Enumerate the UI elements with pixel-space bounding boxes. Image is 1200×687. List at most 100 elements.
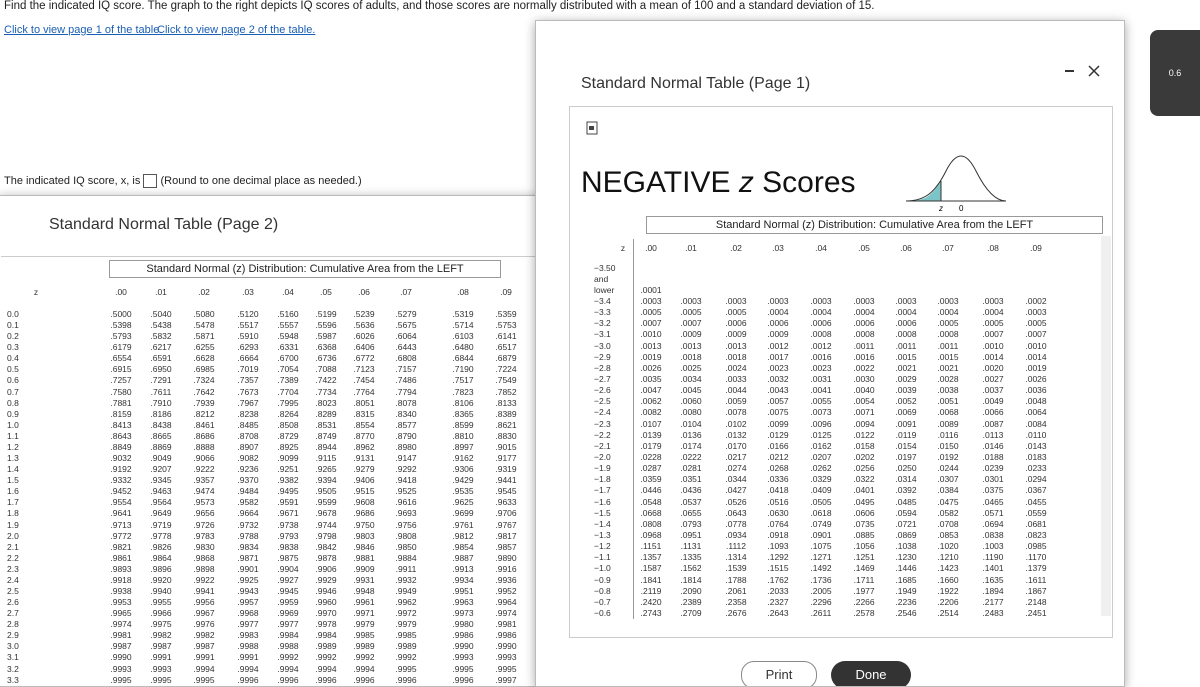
print-button[interactable]: Print [741,661,817,686]
table-value: .9641 [110,508,132,519]
answer-input[interactable] [143,174,158,188]
table-value: .0069 [895,407,917,418]
table-value: .0129 [767,429,789,440]
table-value: .9991 [150,652,172,663]
link-page-2[interactable]: Click to view page 2 of the table. [157,24,316,36]
table-value: .0003 [725,296,747,306]
table-value: .8830 [495,430,517,441]
table-value: .0008 [810,329,832,340]
table-value: .9994 [315,663,337,674]
table-value: .5714 [452,320,474,331]
table-value: .5359 [495,309,517,319]
table-value: .0708 [937,518,959,529]
table-value: .0025 [680,362,702,373]
table-value: .0764 [767,518,789,529]
table-value: .0009 [767,329,789,340]
z-value: 1.3 [7,453,19,464]
table-value: .9864 [150,552,172,563]
table-value: .7190 [452,364,474,375]
table-value: .0005 [937,318,959,329]
table-value: .0006 [810,318,832,329]
window-controls[interactable] [1061,61,1106,81]
table-value: .9192 [110,464,132,475]
table-value: .9974 [495,608,517,619]
table-value: .5596 [315,320,337,331]
table-value: .0051 [937,396,959,407]
table-value: .9929 [315,574,337,585]
z-value: 1.4 [7,464,19,475]
table-value: .1492 [810,563,832,574]
table-value: .2177 [982,596,1004,607]
table-value: .5160 [277,309,299,319]
table-value: .9913 [452,563,474,574]
column-header: .05 [320,287,332,297]
table-value: .8729 [277,430,299,441]
table-value: .0139 [640,429,662,440]
table-value: .7580 [110,386,132,397]
table-value: .9162 [452,453,474,464]
table-value: .5753 [495,320,517,331]
table-value: .5199 [315,309,337,319]
dialog-title: Standard Normal Table (Page 2) [49,216,279,233]
table-value: .5948 [277,331,299,342]
column-header: .04 [282,287,294,297]
scrollbar[interactable] [1101,236,1111,616]
heading-z: z [738,166,754,199]
table-value: .0007 [680,318,702,329]
table-value: .8810 [452,430,474,441]
table-value: .9992 [395,652,417,663]
table-value: .9699 [452,508,474,519]
table-value: .0087 [982,418,1004,429]
table-value: .0007 [640,318,662,329]
table-value: .9582 [237,497,259,508]
table-value: .9940 [150,586,172,596]
table-value: .9664 [237,508,259,519]
table-value: .9989 [315,641,337,652]
table-value: .9990 [495,641,517,652]
column-header: .02 [730,243,742,253]
table-value: .9956 [193,597,215,608]
column-header: .03 [772,243,784,253]
table-value: .0735 [853,518,875,529]
bell-curve: z 0 [905,155,1007,213]
done-button[interactable]: Done [831,661,911,686]
table-value: .9616 [395,497,417,508]
table-value: .9505 [315,486,337,497]
table-value: .0132 [725,429,747,440]
table-value: .8413 [110,419,132,430]
table-value: .0036 [1025,385,1047,396]
table-value: .0008 [895,329,917,340]
table-value: .0668 [640,507,662,518]
table-value: .0003 [640,296,662,306]
table-value: .6103 [452,331,474,342]
z-value: −1.5 [594,507,611,518]
table-value: .0202 [853,451,875,462]
table-value: .9987 [110,641,132,652]
z-value: −0.6 [594,607,611,618]
z-value: −1.8 [594,474,611,485]
table-value: .8238 [237,408,259,419]
table-value: .9957 [237,597,259,608]
table-value: .9995 [495,663,517,674]
column-header: .01 [685,243,697,253]
table-value: .0005 [640,307,662,318]
table-value: .0031 [810,373,832,384]
table-value: .6736 [315,353,337,364]
table-value: .0057 [767,396,789,407]
table-value: .0116 [937,429,959,440]
table-value: .9429 [452,475,474,486]
table-value: .0010 [982,340,1004,351]
table-value: .9936 [495,574,517,585]
table-value: .1038 [895,541,917,552]
table-value: .0084 [1025,418,1047,429]
link-page-1[interactable]: Click to view page 1 of the table. [4,24,163,36]
table-value: .9554 [110,497,132,508]
z-value: 1.9 [7,519,19,530]
table-value: .9911 [395,563,417,574]
table-value: .1711 [853,574,875,585]
table-value: .0150 [937,440,959,451]
table-value: .0951 [680,529,702,540]
table-value: .2743 [640,607,662,618]
table-value: .0256 [853,463,875,474]
table-value: .8749 [315,430,337,441]
